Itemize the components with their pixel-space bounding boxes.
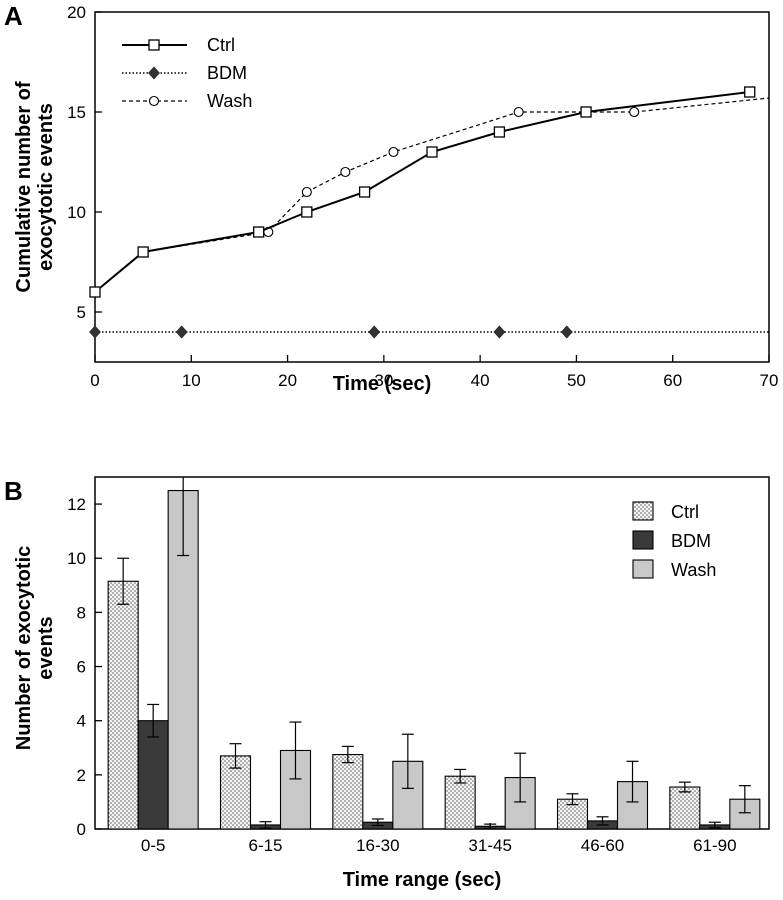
data-point-bdm (175, 325, 188, 339)
data-point-bdm (89, 325, 101, 339)
data-point-wash (301, 186, 312, 198)
legend-swatch-ctrl (632, 501, 654, 521)
data-point-wash (388, 146, 399, 158)
data-point-ctrl (89, 286, 101, 298)
panel-b-x-tick-label: 16-30 (356, 836, 399, 855)
panel-b-plot-frame (94, 476, 770, 830)
panel-a-x-tick-label: 50 (567, 371, 586, 390)
panel-b-x-tick-label: 6-15 (248, 836, 282, 855)
panel-b-x-axis-title: Time range (sec) (343, 869, 502, 891)
legend-swatch-bdm (632, 530, 654, 550)
legend-marker-wash (148, 95, 160, 107)
legend-label-wash: Wash (207, 91, 252, 111)
legend-label-bdm: BDM (207, 63, 247, 83)
panel-b-x-tick-label: 0-5 (141, 836, 166, 855)
panel-a-y-tick-label: 15 (67, 103, 86, 122)
panel-b-y-tick-label: 8 (77, 603, 86, 622)
panel-b-y-tick-label: 10 (67, 549, 86, 568)
series-line-ctrl (94, 91, 750, 293)
panel-a-y-axis-title-line1: Cumulative number of (13, 81, 35, 292)
panel-b-x-tick-label: 31-45 (468, 836, 511, 855)
bar-ctrl (444, 775, 476, 830)
legend-marker-ctrl (148, 39, 160, 51)
panel-b-x-tick-label: 46-60 (581, 836, 624, 855)
panel-b-x-tick-label: 61-90 (693, 836, 736, 855)
panel-a-y-tick-label: 20 (67, 3, 86, 22)
data-point-ctrl (580, 106, 592, 118)
panel-b-y-tick-label: 0 (77, 820, 86, 839)
legend-swatch-wash (632, 559, 654, 579)
panel-a-x-tick-label: 20 (278, 371, 297, 390)
bar-ctrl (107, 580, 139, 830)
data-point-wash (513, 106, 524, 118)
legend-label-wash: Wash (671, 560, 716, 580)
panel-a-x-tick-label: 70 (760, 371, 779, 390)
panel-a-x-tick-label: 30 (374, 371, 393, 390)
panel-a-y-tick-label: 5 (77, 303, 86, 322)
legend-label-ctrl: Ctrl (207, 35, 235, 55)
data-point-ctrl (301, 206, 313, 218)
data-point-ctrl (426, 146, 438, 158)
bar-ctrl (332, 753, 364, 830)
panel-a-x-axis-title: Time (sec) (333, 373, 432, 395)
data-point-bdm (368, 325, 381, 339)
bar-ctrl (669, 786, 701, 830)
data-point-bdm (560, 325, 573, 339)
panel-b-y-tick-label: 2 (77, 766, 86, 785)
data-point-wash (340, 166, 351, 178)
panel-a-y-axis-title: Cumulative number of exocytotic events (13, 81, 57, 292)
panel-a-y-tick-label: 10 (67, 203, 86, 222)
data-point-ctrl (493, 126, 506, 138)
legend-label-bdm: BDM (671, 531, 711, 551)
series-line-wash (94, 97, 770, 293)
panel-b-y-tick-label: 6 (77, 658, 86, 677)
panel-b-y-axis-title-line2: events (35, 616, 57, 679)
panel-b-chart: 0 2 4 6 8 10 12 0-5 6-15 16-30 31-45 46-60 61-90 Time… (13, 476, 770, 891)
panel-b-y-tick-label: 12 (67, 495, 86, 514)
panel-a-chart: 0 10 20 30 40 50 60 70 5 10 15 20 Time (sec) Cumulati… (13, 3, 778, 395)
data-point-wash (629, 106, 640, 118)
panel-a-x-tick-label: 0 (90, 371, 99, 390)
panel-b-y-axis-title-line1: Number of exocytotic (13, 546, 35, 750)
panel-a-x-tick-label: 60 (663, 371, 682, 390)
panel-a-plot-frame (94, 11, 770, 363)
data-point-ctrl (253, 226, 265, 238)
panel-b-y-axis-title: Number of exocytotic events (13, 546, 57, 750)
panel-a-x-tick-label: 10 (182, 371, 201, 390)
data-point-bdm (493, 325, 506, 339)
panel-b-letter: B (4, 476, 23, 506)
legend-label-ctrl: Ctrl (671, 502, 699, 522)
data-point-ctrl (744, 86, 756, 98)
panel-b-y-tick-label: 4 (77, 712, 86, 731)
panel-a-y-axis-title-line2: exocytotic events (35, 103, 57, 271)
legend-marker-bdm (148, 66, 160, 80)
data-point-ctrl (137, 246, 149, 258)
panel-a-letter: A (4, 1, 23, 31)
data-point-ctrl (358, 186, 371, 198)
panel-a-x-tick-label: 40 (471, 371, 490, 390)
